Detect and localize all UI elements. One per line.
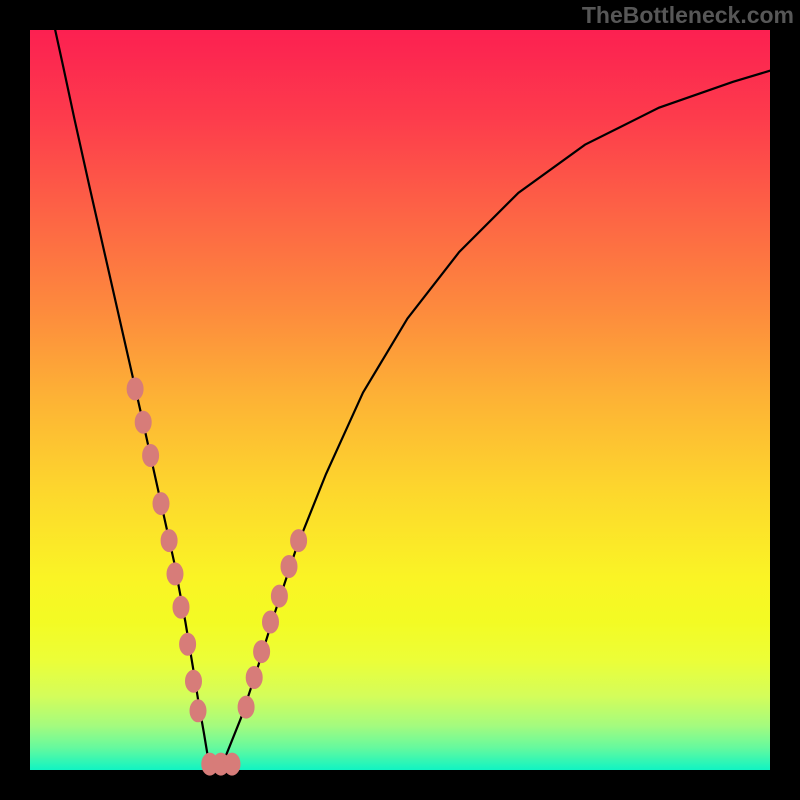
data-marker [135,411,151,433]
data-marker [246,667,262,689]
data-marker [127,378,143,400]
data-marker [153,493,169,515]
data-marker [254,641,270,663]
chart-container: TheBottleneck.com [0,0,800,800]
data-marker [186,670,202,692]
plot-background [30,30,770,770]
data-marker [143,445,159,467]
data-marker [263,611,279,633]
data-marker [291,530,307,552]
data-marker [271,585,287,607]
data-marker [167,563,183,585]
data-marker [161,530,177,552]
bottleneck-chart [0,0,800,800]
data-marker [281,556,297,578]
data-marker [173,596,189,618]
data-marker [190,700,206,722]
data-marker [238,696,254,718]
data-marker [224,753,240,775]
watermark-label: TheBottleneck.com [582,2,794,29]
data-marker [180,633,196,655]
